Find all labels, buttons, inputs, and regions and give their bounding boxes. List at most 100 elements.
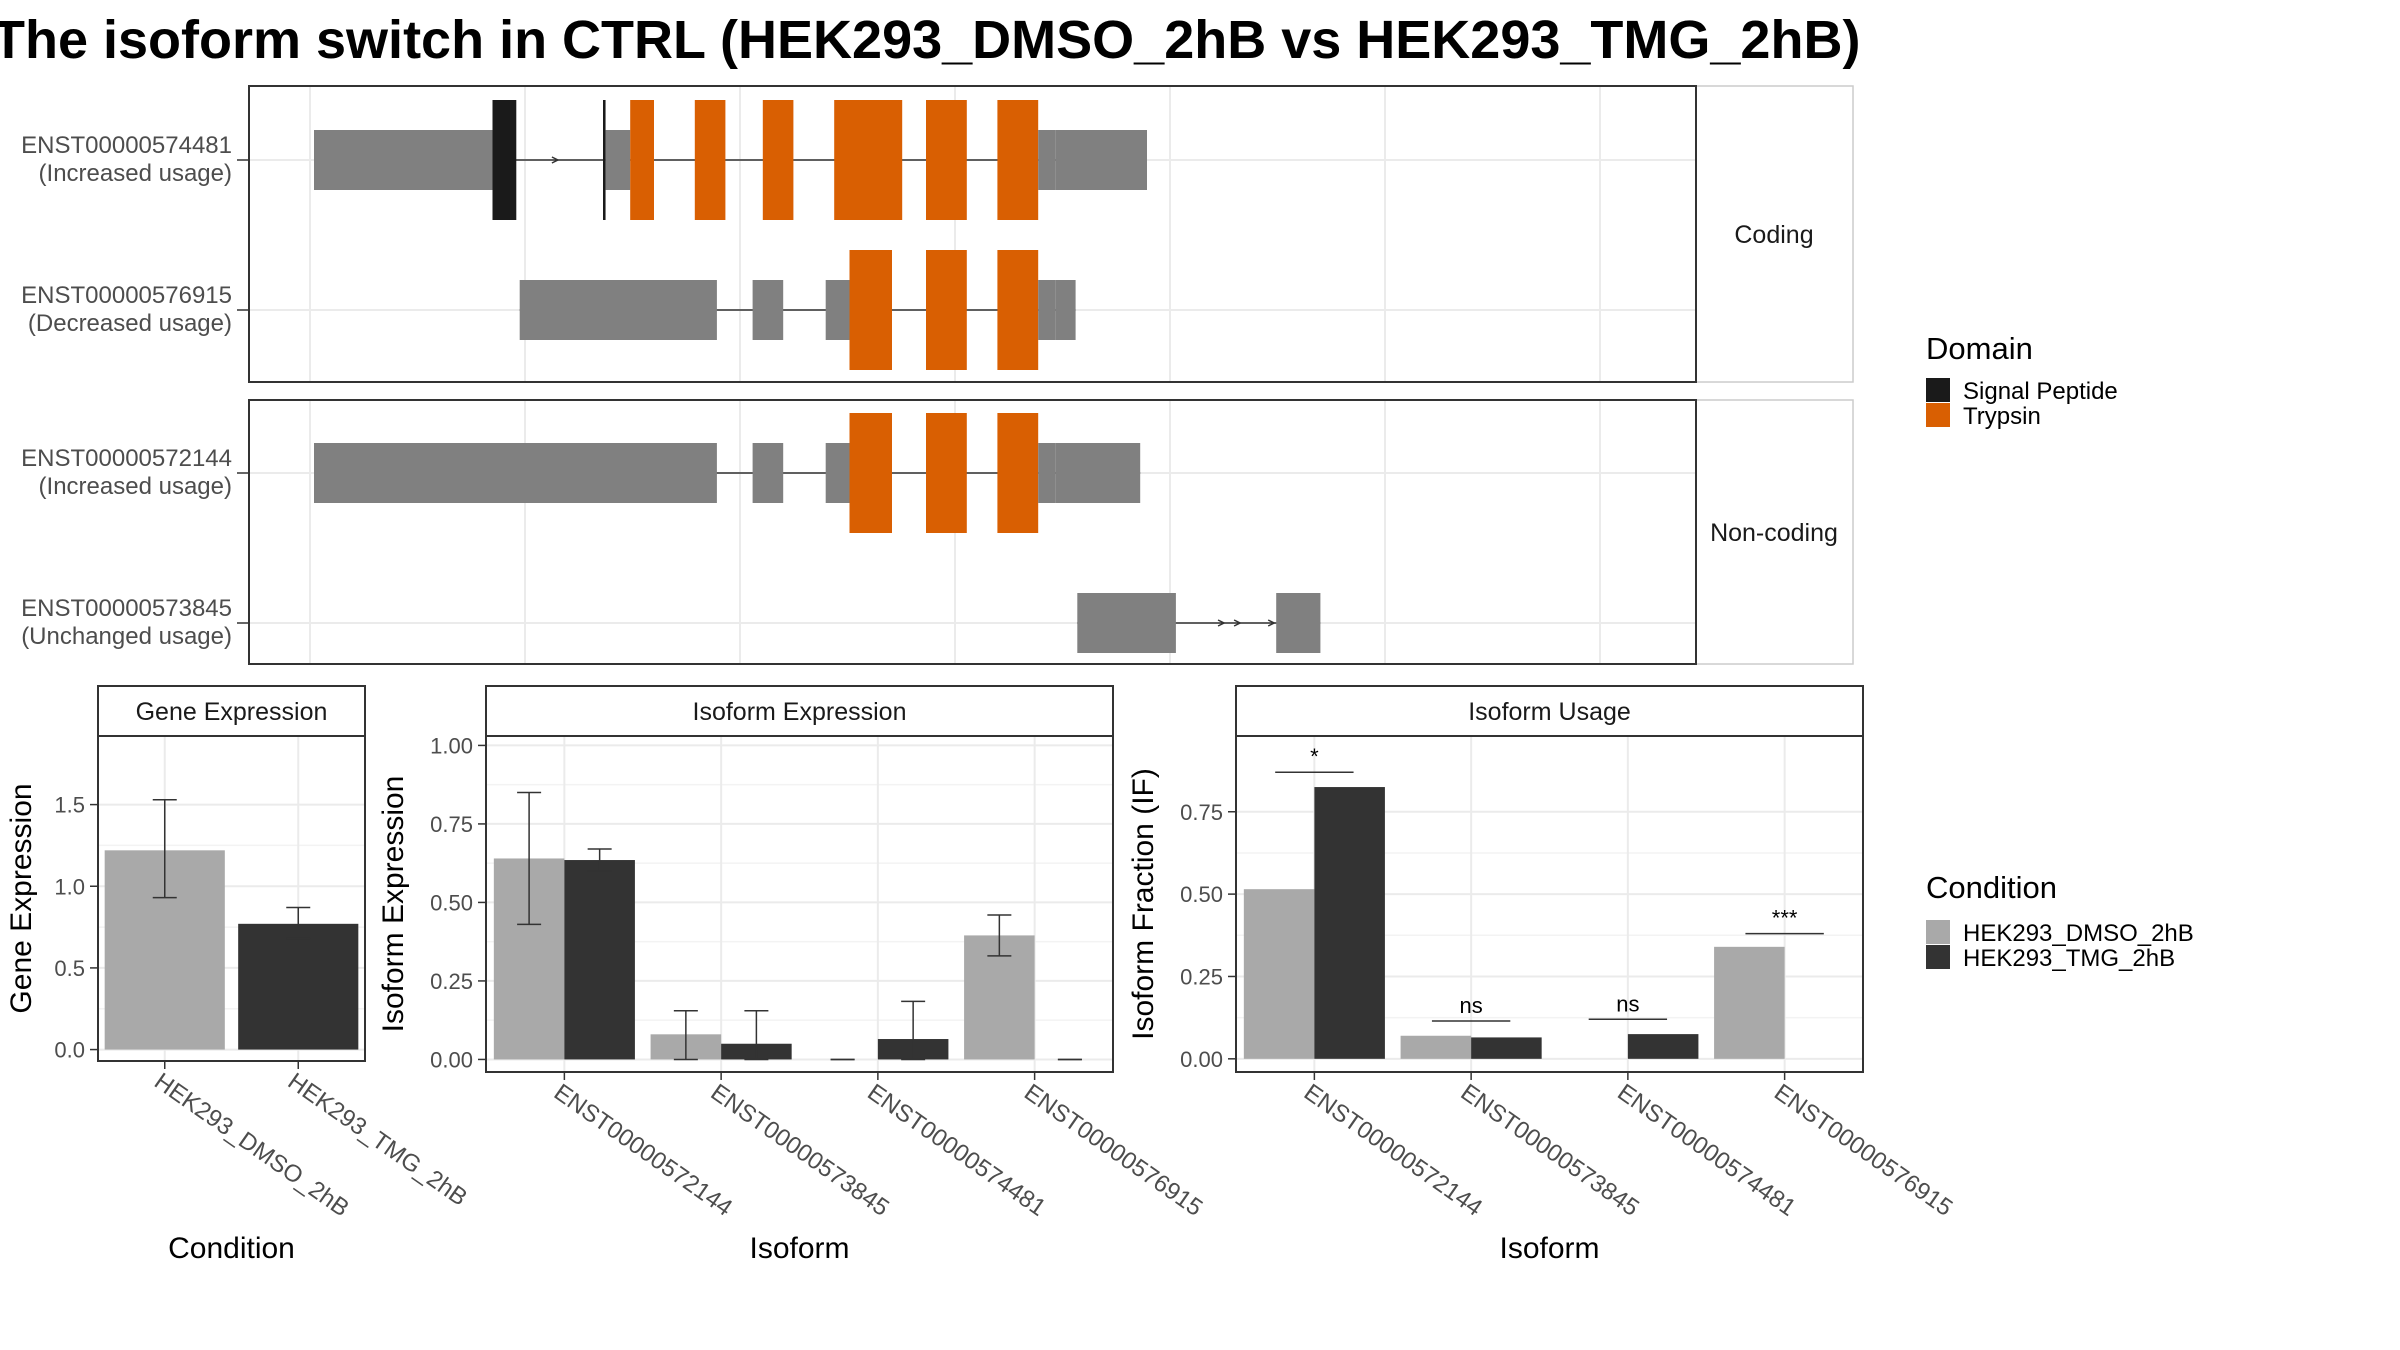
y-tick-label: 0.75	[430, 812, 473, 837]
isoform-usage-label: (Increased usage)	[39, 160, 232, 187]
exon-trypsin-domain	[926, 100, 967, 220]
exon-trypsin-domain	[694, 100, 726, 220]
condition-legend-label: HEK293_DMSO_2hB	[1963, 920, 2194, 947]
y-tick-label: 1.00	[430, 733, 473, 758]
structure-strip	[1695, 399, 1854, 665]
exon-utr	[825, 280, 850, 340]
bar-panel-strip-label: Gene Expression	[136, 698, 328, 726]
exon-utr	[1038, 443, 1056, 503]
exon-trypsin-domain	[849, 250, 892, 370]
y-tick-label: 0.50	[1180, 882, 1223, 907]
domain-legend-swatch	[1926, 403, 1950, 427]
structure-panel-border	[248, 399, 1697, 665]
condition-legend-label: HEK293_TMG_2hB	[1963, 945, 2175, 972]
y-tick-label: 0.25	[430, 969, 473, 994]
exon-trypsin-domain	[926, 250, 967, 370]
exon-utr	[1038, 130, 1056, 190]
x-axis-title: Isoform	[1499, 1232, 1599, 1265]
exon-utr	[314, 443, 717, 503]
y-tick-label: 0.50	[430, 890, 473, 915]
y-tick-label: 0.75	[1180, 800, 1223, 825]
bar-panel-strip	[485, 685, 1114, 737]
exon-trypsin-domain	[997, 250, 1039, 370]
y-axis-title: Isoform Fraction (IF)	[1127, 768, 1160, 1040]
significance-label: *	[1310, 744, 1319, 769]
exon-utr	[752, 443, 784, 503]
exon-utr	[1077, 593, 1176, 653]
isoform-usage-label: (Increased usage)	[39, 473, 232, 500]
exon-utr	[1055, 280, 1076, 340]
structure-strip	[1695, 85, 1854, 383]
y-tick-label: 0.25	[1180, 964, 1223, 989]
domain-legend-label: Signal Peptide	[1963, 378, 2118, 405]
significance-label: ns	[1460, 993, 1483, 1018]
bar	[1627, 1034, 1699, 1059]
bar	[564, 860, 635, 1060]
domain-legend-swatch	[1926, 378, 1950, 402]
y-tick-label: 0.00	[430, 1047, 473, 1072]
exon-trypsin-domain	[762, 100, 794, 220]
exon-trypsin-domain	[834, 100, 903, 220]
isoform-usage-label: (Unchanged usage)	[21, 623, 232, 650]
exon-trypsin-domain	[997, 100, 1039, 220]
bar	[1714, 946, 1785, 1059]
isoform-usage-chart: 0.000.250.500.75*ns ns***Isoform UsageENS…	[1127, 685, 1957, 1265]
bar	[1400, 1035, 1472, 1059]
isoform-usage-label: (Decreased usage)	[28, 310, 232, 337]
bar-panel-strip-label: Isoform Expression	[693, 698, 907, 726]
structure-strip-label: Non-coding	[1710, 519, 1838, 547]
isoform-id-label: ENST00000573845	[21, 595, 232, 622]
bar	[1243, 889, 1315, 1059]
isoform-id-label: ENST00000576915	[21, 282, 232, 309]
bar	[238, 923, 359, 1050]
exon-signal-peptide	[492, 100, 517, 220]
x-axis-title: Isoform	[749, 1232, 849, 1265]
exon-utr	[825, 443, 850, 503]
bar-panel-strip	[97, 685, 366, 737]
exon-utr	[314, 130, 493, 190]
bar-panel-strip-label: Isoform Usage	[1468, 698, 1631, 726]
isoform-id-label: ENST00000574481	[21, 132, 232, 159]
structure-strip-label: Coding	[1734, 221, 1813, 249]
intron-direction-arrow	[1233, 619, 1242, 627]
exon-trypsin-domain	[630, 100, 654, 220]
exon-utr	[605, 130, 631, 190]
significance-label: ***	[1772, 906, 1798, 931]
exon-utr	[1038, 280, 1056, 340]
exon-utr	[752, 280, 784, 340]
significance-label: ns	[1616, 991, 1639, 1016]
y-axis-title: Isoform Expression	[377, 776, 410, 1033]
y-tick-label: 0.5	[54, 956, 85, 981]
exon-trypsin-domain	[926, 413, 967, 533]
bar	[1471, 1037, 1542, 1059]
exon-utr	[1055, 130, 1147, 190]
bar-panel-strip	[1235, 685, 1864, 737]
structure-panel-bg	[249, 400, 1696, 664]
intron-direction-arrow	[551, 156, 560, 164]
intron-direction-arrow	[1217, 619, 1226, 627]
condition-legend-swatch	[1926, 920, 1950, 944]
exon-utr	[1055, 443, 1141, 503]
x-axis-title: Condition	[168, 1232, 295, 1265]
structure-panel-border	[248, 85, 1697, 383]
y-tick-label: 1.5	[54, 793, 85, 818]
domain-legend-label: Trypsin	[1963, 403, 2041, 430]
y-tick-label: 0.0	[54, 1038, 85, 1063]
exon-trypsin-domain	[849, 413, 892, 533]
domain-legend-title: Domain	[1926, 331, 2033, 366]
exon-signal-peptide	[603, 100, 606, 220]
bar	[1314, 787, 1385, 1059]
isoform-id-label: ENST00000572144	[21, 445, 232, 472]
y-tick-label: 0.00	[1180, 1047, 1223, 1072]
condition-legend-title: Condition	[1926, 870, 2057, 905]
condition-legend-swatch	[1926, 945, 1950, 969]
figure-title: The isoform switch in CTRL (HEK293_DMSO_…	[0, 10, 1860, 70]
exon-trypsin-domain	[997, 413, 1039, 533]
intron-direction-arrow	[1267, 619, 1276, 627]
y-tick-label: 1.0	[54, 874, 85, 899]
